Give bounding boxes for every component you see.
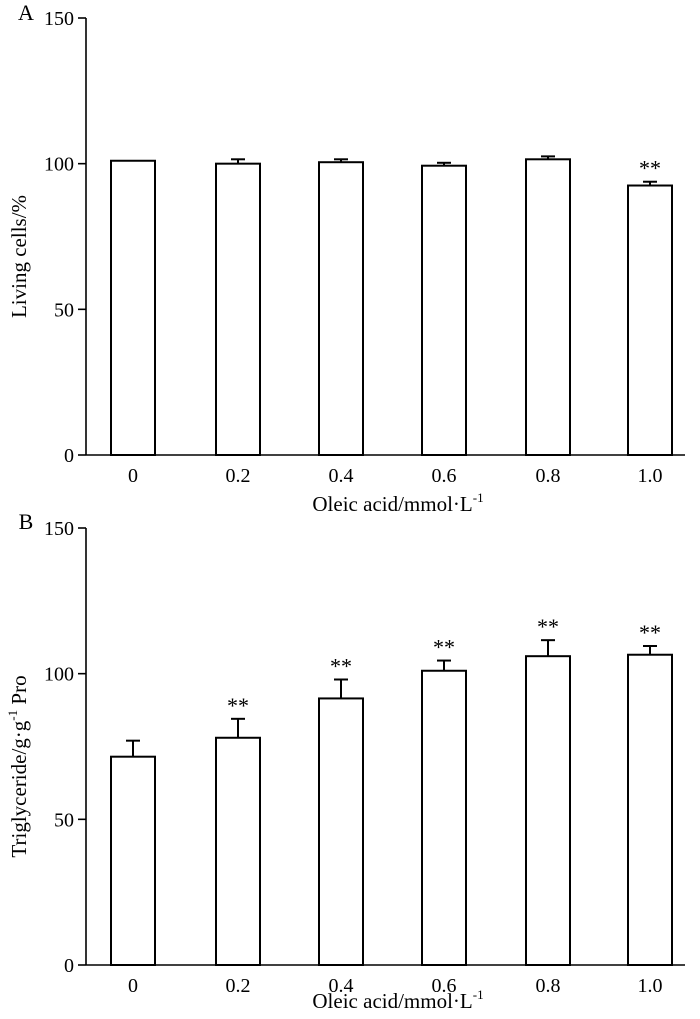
y-axis-title: Triglyceride/g·g-1 Pro — [5, 675, 31, 857]
x-tick-label: 0.8 — [536, 975, 561, 997]
x-tick-label: 0 — [128, 465, 138, 487]
significance-mark: ** — [537, 614, 559, 639]
bar — [627, 653, 673, 966]
bar — [525, 158, 571, 456]
y-tick-label: 0 — [64, 955, 74, 977]
significance-mark: ** — [330, 653, 352, 678]
y-tick-label: 100 — [44, 154, 74, 176]
x-tick-label: 0.4 — [329, 465, 354, 487]
x-tick-label: 0.6 — [432, 975, 457, 997]
panel-label: B — [19, 509, 34, 534]
bar — [215, 162, 261, 457]
y-tick-label: 150 — [44, 8, 74, 30]
bar — [421, 164, 467, 456]
bar — [110, 755, 156, 966]
chart-panel-a: A 0 50 100 150 Living cells/% ** 0 0.2 0.4 0.6 0.8 1… — [7, 0, 685, 516]
x-tick-label: 0.2 — [226, 975, 251, 997]
x-tick-label: 0.8 — [536, 465, 561, 487]
x-tick-label: 0.6 — [432, 465, 457, 487]
chart-panel-b: B 0 50 100 150 Triglyceride/g·g-1 Pro ** ** ** **… — [5, 509, 685, 1013]
significance-mark: ** — [639, 156, 661, 181]
bar — [318, 161, 364, 457]
y-tick-label: 100 — [44, 664, 74, 686]
y-tick-label: 150 — [44, 518, 74, 540]
y-tick-label: 50 — [54, 809, 74, 831]
bar — [421, 669, 467, 967]
significance-mark: ** — [227, 693, 249, 718]
bar — [627, 184, 673, 456]
bar — [525, 655, 571, 966]
bar — [318, 697, 364, 966]
x-tick-label: 0 — [128, 975, 138, 997]
significance-mark: ** — [433, 635, 455, 660]
panel-label: A — [18, 0, 34, 25]
x-tick-label: 1.0 — [638, 465, 663, 487]
y-tick-label: 50 — [54, 299, 74, 321]
y-axis-title: Living cells/% — [7, 195, 31, 318]
x-axis-title: Oleic acid/mmol·L-1 — [312, 987, 483, 1013]
y-tick-label: 0 — [64, 445, 74, 467]
x-tick-label: 1.0 — [638, 975, 663, 997]
x-tick-label: 0.2 — [226, 465, 251, 487]
x-axis-title: Oleic acid/mmol·L-1 — [312, 490, 483, 516]
bar — [110, 159, 156, 456]
bar — [215, 736, 261, 967]
significance-mark: ** — [639, 620, 661, 645]
x-tick-label: 0.4 — [329, 975, 354, 997]
